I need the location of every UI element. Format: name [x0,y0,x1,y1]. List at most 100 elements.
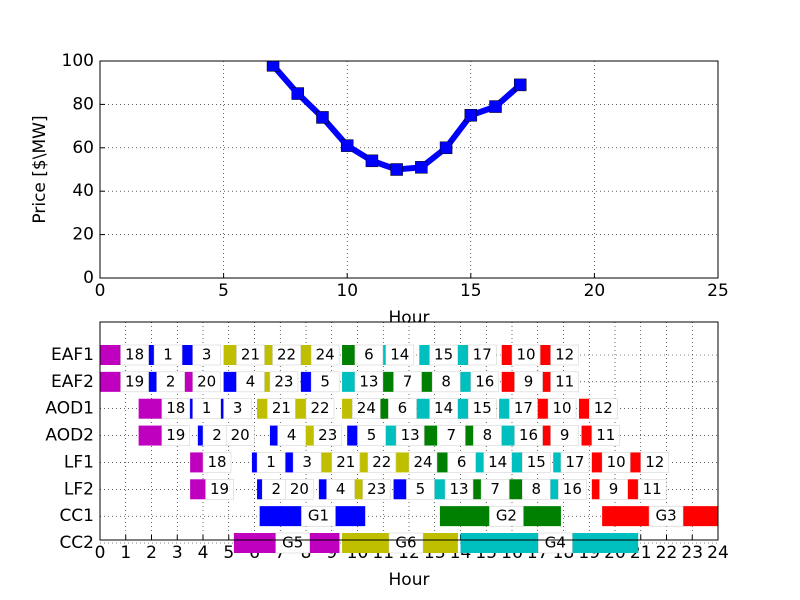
x-axis-label: Hour [389,570,430,590]
label-box [447,452,476,473]
task-label: 15 [434,346,453,364]
task-label: 10 [553,399,572,417]
task-label: 22 [310,399,329,417]
label-box [354,344,384,366]
x-tick-label: 0 [95,543,106,563]
task-bar [190,479,206,500]
row-label: CC1 [59,506,94,526]
y-axis-label: Price [$\MW] [30,115,50,223]
price-marker [439,141,453,155]
task-label: 22 [277,346,296,364]
price-marker [489,100,502,113]
label-box [473,425,502,446]
task-bar [457,345,469,365]
task-label: 6 [398,399,408,417]
price-marker [340,139,354,152]
x-tick-label: 20 [584,281,606,301]
task-label: 24 [357,399,376,417]
label-box [637,479,667,500]
task-label: 19 [166,426,185,444]
x-tick-label: 25 [707,281,729,301]
label-box [269,371,299,393]
task-label: 2 [271,480,281,498]
task-bar [197,425,203,446]
label-box [192,398,221,419]
task-bar [342,345,355,365]
task-bar [347,425,358,446]
task-bar [509,479,523,500]
label-box [120,371,149,393]
task-bar [473,452,484,473]
x-tick-label: 4 [198,543,209,563]
label-box [388,532,424,554]
label-box [156,371,185,393]
label-box [362,479,391,500]
task-bar [293,398,306,419]
task-bar [501,371,515,392]
y-tick-label: 40 [72,181,94,201]
label-box [223,398,252,419]
label-box [550,344,579,366]
task-label: 7 [447,426,457,444]
task-label: 11 [555,372,574,390]
label-box [310,371,340,393]
task-bar [512,452,523,473]
task-bar [499,398,510,419]
label-box [357,425,386,446]
task-bar [416,398,430,419]
task-bar [100,345,121,365]
task-label: 6 [457,453,467,471]
task-bar [540,425,551,446]
task-bar [553,452,561,473]
label-box [236,344,265,366]
task-bar [457,398,469,419]
task-label: 19 [210,480,229,498]
task-label: G2 [496,507,517,525]
task-label: G6 [395,534,416,552]
price-marker [365,154,379,168]
task-label: 19 [125,372,144,390]
x-tick-label: 1 [120,543,131,563]
task-label: 18 [166,399,185,417]
task-bar [578,398,590,419]
task-label: 4 [246,372,256,390]
label-box [640,452,669,473]
label-box [591,425,621,446]
y-tick-label: 100 [62,51,94,71]
label-box [514,371,543,393]
x-tick-label: 0 [95,281,106,301]
task-label: G3 [655,507,676,525]
label-box [192,344,221,366]
label-box [272,344,301,366]
x-tick-label: 22 [656,543,678,563]
label-box [560,452,590,473]
task-label: 22 [372,453,391,471]
label-box [444,479,474,500]
label-box [305,398,335,419]
label-box [648,505,684,527]
task-label: 16 [475,372,494,390]
task-label: 10 [516,346,535,364]
task-bar [360,452,368,473]
task-label: 18 [207,453,226,471]
price-marker [513,78,527,92]
label-box [275,532,310,554]
task-label: 17 [514,399,533,417]
row-label: EAF2 [51,372,94,392]
task-label: 21 [336,453,355,471]
task-label: 6 [364,346,374,364]
label-box [489,505,524,527]
label-box [547,398,577,419]
task-label: 1 [266,453,276,471]
task-label: 12 [645,453,664,471]
task-label: 14 [488,453,507,471]
task-label: 1 [202,399,212,417]
task-bar [146,345,155,365]
label-box [467,398,497,419]
task-bar [470,479,482,500]
price-marker [464,109,478,122]
task-label: 17 [473,346,492,364]
task-bar [627,479,639,500]
task-bar [146,371,157,392]
task-bar [385,425,397,446]
